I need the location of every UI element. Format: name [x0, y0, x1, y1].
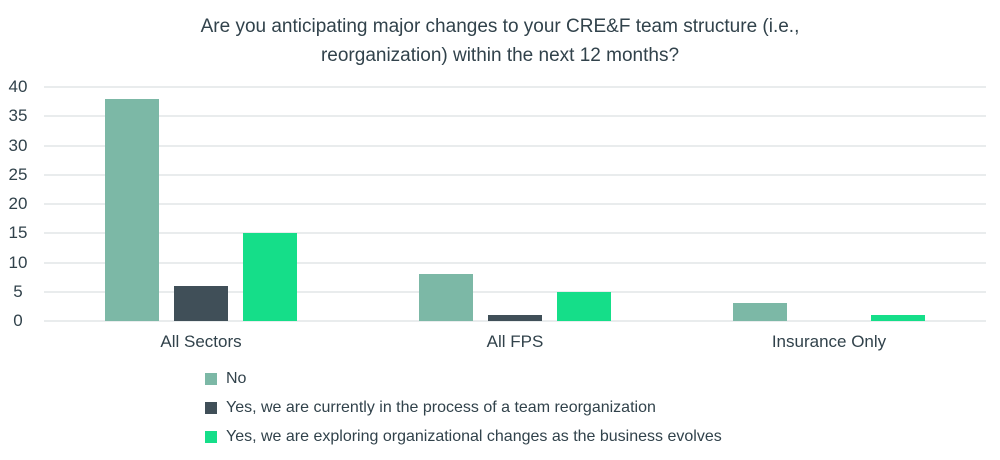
- x-axis-labels: All Sectors All FPS Insurance Only: [44, 332, 986, 352]
- y-tick-label: 15: [8, 223, 28, 243]
- bar: [243, 233, 297, 321]
- y-axis: 0 5 10 15 20 25 30 35 40: [0, 77, 36, 330]
- bar-group-insurance-only: [672, 87, 986, 321]
- legend-swatch-icon: [205, 430, 217, 443]
- y-tick-label: 30: [8, 135, 28, 155]
- gridline: [44, 173, 986, 176]
- y-tick-label: 0: [13, 311, 23, 330]
- legend-item: Yes, we are exploring organizational cha…: [205, 427, 722, 446]
- x-axis-label: All Sectors: [160, 332, 242, 351]
- legend-item: No: [205, 369, 722, 388]
- y-tick-label: 35: [8, 106, 28, 126]
- bar: [733, 303, 787, 321]
- bar-series-container: [44, 87, 986, 321]
- legend-label: No: [226, 370, 247, 387]
- gridline: [44, 261, 986, 264]
- y-tick-label: 5: [13, 281, 23, 301]
- y-tick-label: 20: [8, 194, 28, 213]
- y-tick-label: 25: [8, 164, 28, 184]
- bar: [488, 315, 542, 321]
- bar-group-all-fps: [358, 87, 672, 321]
- bar-group-all-sectors: [44, 87, 358, 321]
- legend-label: Yes, we are currently in the process of …: [226, 399, 656, 416]
- plot-area: [44, 86, 986, 322]
- bar: [174, 285, 228, 321]
- y-tick-label: 40: [8, 77, 28, 96]
- gridline: [44, 232, 986, 235]
- y-tick-label: 10: [8, 252, 28, 272]
- legend-label: Yes, we are exploring organizational cha…: [226, 428, 722, 445]
- gridline: [44, 115, 986, 118]
- x-axis-label: All FPS: [486, 332, 544, 351]
- bar: [419, 274, 473, 321]
- legend: No Yes, we are currently in the process o…: [205, 369, 722, 446]
- chart-title: Are you anticipating major changes to yo…: [200, 16, 800, 66]
- gridline: [44, 320, 986, 322]
- gridline: [44, 144, 986, 147]
- legend-swatch-icon: [205, 401, 217, 414]
- legend-swatch-icon: [205, 372, 217, 385]
- legend-item: Yes, we are currently in the process of …: [205, 398, 722, 417]
- bar: [557, 291, 611, 321]
- bar: [105, 98, 159, 321]
- x-axis-label: Insurance Only: [771, 332, 887, 351]
- gridline: [44, 203, 986, 205]
- gridline: [44, 290, 986, 293]
- bar: [871, 315, 925, 321]
- gridline: [44, 86, 986, 88]
